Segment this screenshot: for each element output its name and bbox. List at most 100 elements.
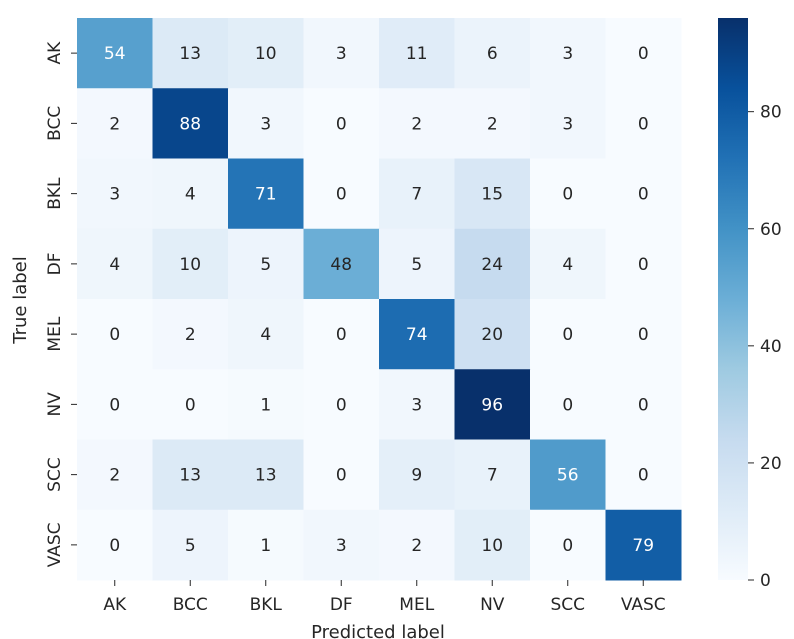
heatmap-cell: [228, 18, 304, 89]
cell-value-labels: 54 13 10 3 11 6 3 02 88 3 0 2 2 3 03 4 71 0 7 15 0 04 10 5 48 5 24…: [104, 44, 654, 556]
cell-value: 0: [336, 395, 347, 415]
cell-value: 0: [562, 325, 573, 345]
cell-value: 96: [481, 395, 503, 415]
cell-value: 0: [109, 395, 120, 415]
heatmap-cell: [605, 228, 682, 300]
cell-value: 10: [481, 536, 503, 556]
heatmap-cell: [454, 439, 531, 511]
y-tick-label: MEL: [45, 316, 65, 351]
heatmap-cell: [379, 18, 455, 89]
colorbar-ticks: 0 20 40 60 80: [748, 103, 782, 591]
colorbar-tick-label: 60: [760, 220, 782, 240]
cell-value: 7: [411, 185, 422, 205]
colorbar-tick-label: 80: [760, 103, 782, 123]
cell-value: 2: [411, 114, 422, 134]
cell-value: 4: [185, 185, 196, 205]
cell-value: 79: [632, 536, 654, 556]
heatmap-cell: [303, 18, 380, 89]
x-tick-label: BCC: [173, 595, 208, 615]
heatmap-cell: [379, 509, 455, 581]
cell-value: 4: [109, 255, 120, 275]
cell-value: 74: [406, 325, 428, 345]
x-tick-label: NV: [480, 595, 505, 615]
heatmap-cell: [530, 439, 606, 511]
cell-value: 9: [411, 466, 422, 486]
cell-value: 3: [109, 185, 120, 205]
heatmap-cell: [530, 299, 606, 370]
cell-value: 7: [487, 466, 498, 486]
heatmap-cell: [530, 88, 606, 159]
heatmap-cell: [530, 509, 606, 581]
heatmap-cell: [228, 509, 304, 581]
heatmap-cell: [228, 228, 304, 300]
heatmap-cell: [152, 439, 229, 511]
cell-value: 0: [109, 325, 120, 345]
heatmap-cell: [77, 439, 153, 511]
heatmap-cell: [152, 158, 229, 230]
cell-value: 2: [411, 536, 422, 556]
heatmap-cell: [379, 228, 455, 300]
colorbar-tick-label: 0: [760, 571, 771, 591]
heatmap-cell: [303, 158, 380, 230]
heatmap-cell: [605, 369, 682, 440]
heatmap-cell: [77, 299, 153, 370]
heatmap-cell: [303, 228, 380, 300]
cell-value: 0: [638, 255, 649, 275]
cell-value: 5: [185, 536, 196, 556]
heatmap-cell: [152, 369, 229, 440]
cell-value: 0: [336, 114, 347, 134]
x-tick-label: SCC: [550, 595, 585, 615]
heatmap-cell: [77, 158, 153, 230]
heatmap-cell: [530, 228, 606, 300]
cell-value: 2: [487, 114, 498, 134]
heatmap-cells: [77, 18, 682, 581]
cell-value: 2: [109, 114, 120, 134]
heatmap-cell: [605, 158, 682, 230]
y-tick-label: BKL: [45, 177, 65, 210]
cell-value: 4: [260, 325, 271, 345]
heatmap-cell: [605, 439, 682, 511]
cell-value: 88: [179, 114, 201, 134]
y-tick-label: DF: [45, 252, 65, 275]
heatmap-cell: [454, 88, 531, 159]
cell-value: 13: [255, 466, 277, 486]
colorbar-tick-label: 40: [760, 337, 782, 357]
colorbar: [718, 18, 748, 580]
cell-value: 13: [179, 44, 201, 64]
cell-value: 0: [185, 395, 196, 415]
heatmap-cell: [605, 88, 682, 159]
cell-value: 3: [411, 395, 422, 415]
heatmap-cell: [228, 369, 304, 440]
y-tick-label: BCC: [45, 106, 65, 141]
cell-value: 3: [562, 114, 573, 134]
heatmap-cell: [454, 18, 531, 89]
cell-value: 0: [336, 325, 347, 345]
heatmap-cell: [303, 509, 380, 581]
heatmap-cell: [228, 439, 304, 511]
cell-value: 2: [109, 466, 120, 486]
cell-value: 10: [179, 255, 201, 275]
cell-value: 0: [638, 185, 649, 205]
y-axis-ticks: AK BCC BKL DF MEL NV SCC VASC: [45, 41, 77, 567]
y-axis-label: True label: [10, 256, 31, 345]
heatmap-cell: [303, 439, 380, 511]
cell-value: 2: [185, 325, 196, 345]
heatmap-cell: [303, 369, 380, 440]
cell-value: 3: [260, 114, 271, 134]
heatmap-cell: [77, 509, 153, 581]
heatmap-cell: [530, 18, 606, 89]
cell-value: 0: [638, 114, 649, 134]
x-tick-label: VASC: [621, 595, 666, 615]
heatmap-cell: [152, 88, 229, 159]
heatmap-cell: [379, 299, 455, 370]
x-tick-label: AK: [103, 595, 127, 615]
cell-value: 5: [260, 255, 271, 275]
cell-value: 15: [481, 185, 503, 205]
heatmap-cell: [454, 299, 531, 370]
cell-value: 71: [255, 185, 277, 205]
cell-value: 0: [638, 466, 649, 486]
heatmap-cell: [228, 158, 304, 230]
x-tick-label: BKL: [250, 595, 283, 615]
cell-value: 0: [638, 44, 649, 64]
